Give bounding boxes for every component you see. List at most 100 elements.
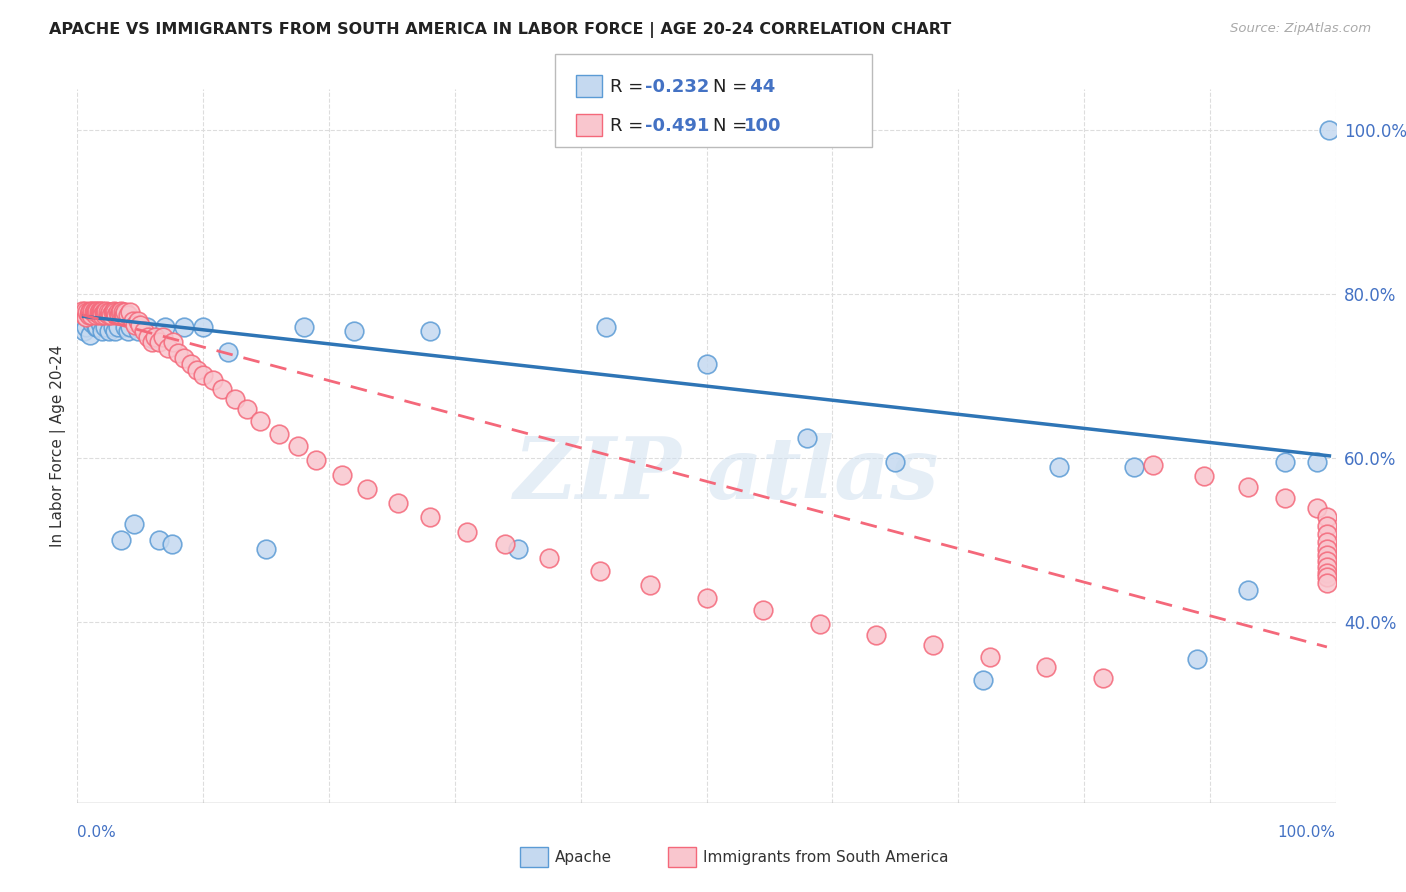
Point <box>1316 510 1339 524</box>
Point <box>82 316 104 330</box>
Point <box>143 330 166 344</box>
Point <box>105 308 128 322</box>
Point <box>84 305 107 319</box>
Point <box>89 303 111 318</box>
Point <box>752 603 775 617</box>
Point <box>1123 459 1146 474</box>
Point <box>356 483 378 497</box>
Point <box>173 320 195 334</box>
Point <box>77 308 100 322</box>
Point <box>110 533 132 548</box>
Point <box>1316 548 1339 562</box>
Point <box>104 305 127 319</box>
Point <box>94 320 117 334</box>
Point <box>135 320 157 334</box>
Point <box>114 320 136 334</box>
Point <box>1316 576 1339 591</box>
Point <box>87 305 110 319</box>
Point <box>75 310 97 325</box>
Point <box>111 305 134 319</box>
Text: 44: 44 <box>744 78 775 95</box>
Point <box>1091 671 1114 685</box>
Point <box>124 318 146 333</box>
Point <box>330 467 353 482</box>
Text: R =: R = <box>610 78 650 95</box>
Point <box>796 431 818 445</box>
Point <box>1316 526 1339 541</box>
Point <box>1306 455 1329 469</box>
Point <box>89 308 111 322</box>
Text: N =: N = <box>713 78 752 95</box>
Point <box>114 305 136 319</box>
Point <box>127 324 149 338</box>
Text: -0.232: -0.232 <box>645 78 710 95</box>
Point <box>120 305 142 319</box>
Point <box>72 303 94 318</box>
Point <box>236 402 259 417</box>
Point <box>107 320 129 334</box>
Point <box>186 362 208 376</box>
Point <box>96 303 118 318</box>
Text: R =: R = <box>610 117 650 135</box>
Point <box>76 305 98 319</box>
Point <box>1316 570 1339 584</box>
Text: 100.0%: 100.0% <box>1278 825 1336 840</box>
Point <box>108 305 131 319</box>
Point <box>1274 455 1296 469</box>
Point <box>110 303 132 318</box>
Point <box>117 308 139 322</box>
Point <box>112 308 135 322</box>
Point <box>84 303 107 318</box>
Point <box>122 516 145 531</box>
Point <box>103 303 125 318</box>
Point <box>89 316 111 330</box>
Point <box>865 627 887 641</box>
Text: 100: 100 <box>744 117 782 135</box>
Point <box>1142 458 1164 472</box>
Point <box>91 324 114 338</box>
Point <box>148 533 170 548</box>
Point <box>91 303 114 318</box>
Point <box>1236 480 1258 494</box>
Point <box>136 330 159 344</box>
Point <box>638 578 661 592</box>
Point <box>167 346 190 360</box>
Point <box>1316 566 1339 581</box>
Point <box>595 320 617 334</box>
Point <box>79 305 101 319</box>
Point <box>84 320 107 334</box>
Point <box>191 368 215 382</box>
Point <box>75 320 97 334</box>
Point <box>73 303 96 318</box>
Point <box>90 305 112 319</box>
Text: Apache: Apache <box>555 850 613 864</box>
Point <box>129 318 152 333</box>
Text: 0.0%: 0.0% <box>77 825 117 840</box>
Point <box>142 332 165 346</box>
Point <box>884 455 907 469</box>
Point <box>202 373 225 387</box>
Point <box>97 324 120 338</box>
Point <box>100 308 122 322</box>
Point <box>79 328 101 343</box>
Point <box>86 303 108 318</box>
Point <box>152 330 174 344</box>
Point <box>922 638 945 652</box>
Point <box>79 303 101 318</box>
Text: APACHE VS IMMIGRANTS FROM SOUTH AMERICA IN LABOR FORCE | AGE 20-24 CORRELATION C: APACHE VS IMMIGRANTS FROM SOUTH AMERICA … <box>49 22 952 38</box>
Point <box>72 324 94 338</box>
Point <box>305 453 328 467</box>
Point <box>979 649 1001 664</box>
Point <box>84 308 107 322</box>
Point <box>1047 459 1070 474</box>
Point <box>696 591 718 605</box>
Point <box>211 382 233 396</box>
Point <box>91 308 114 322</box>
Point <box>1187 652 1209 666</box>
Text: ZIP: ZIP <box>513 433 682 516</box>
Point <box>1316 554 1339 568</box>
Point <box>86 320 108 334</box>
Point <box>1274 491 1296 505</box>
Point <box>808 617 831 632</box>
Text: Immigrants from South America: Immigrants from South America <box>703 850 949 864</box>
